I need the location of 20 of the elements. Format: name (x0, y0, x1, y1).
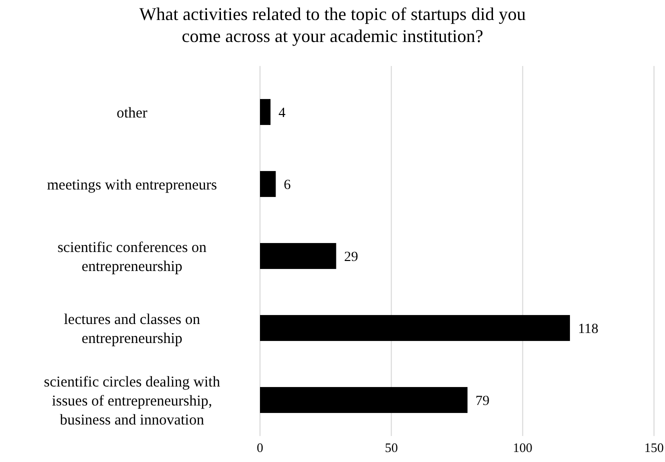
y-tick-label: meetings with entrepreneurs (47, 177, 218, 194)
bar (260, 243, 336, 269)
data-label: 29 (344, 250, 358, 265)
x-tick-label: 0 (256, 440, 264, 455)
data-label: 6 (284, 178, 291, 193)
bar (260, 99, 271, 125)
chart-title: What activities related to the topic of startups did you come across at your academic institution? (139, 4, 526, 46)
y-tick-label: scientific conferences on entrepreneurship (57, 240, 208, 275)
data-label: 4 (278, 106, 286, 121)
y-tick-label: other (116, 105, 148, 122)
bar (260, 387, 468, 413)
x-tick-label: 150 (644, 440, 664, 455)
x-tick-label: 100 (512, 440, 532, 455)
y-tick-label: scientific circles dealing with issues of entrepreneurship, business and innovation (44, 374, 221, 428)
bar (260, 171, 276, 197)
data-label: 79 (476, 394, 490, 409)
bar (260, 315, 570, 341)
y-tick-label: lectures and classes on entrepreneurship (64, 312, 201, 347)
data-label: 118 (578, 322, 598, 337)
x-tick-label: 50 (384, 440, 398, 455)
